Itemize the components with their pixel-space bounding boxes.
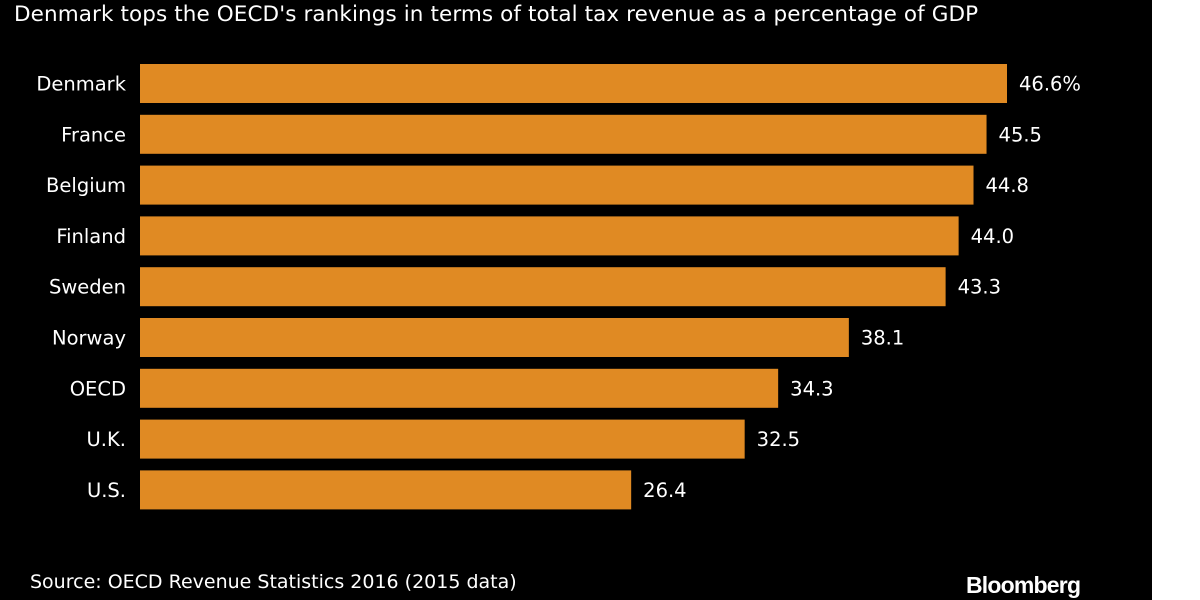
bar-u-s bbox=[140, 470, 632, 510]
value-label: 44.8 bbox=[986, 174, 1029, 197]
category-label: Finland bbox=[56, 225, 126, 248]
bar-denmark bbox=[140, 64, 1007, 103]
bar-u-k bbox=[140, 419, 745, 459]
category-label: U.K. bbox=[87, 428, 126, 451]
chart-panel: Denmark tops the OECD's rankings in term… bbox=[0, 0, 1152, 600]
category-label: U.S. bbox=[87, 479, 126, 502]
chart-title: Denmark tops the OECD's rankings in term… bbox=[14, 2, 979, 27]
bar-chart: Denmark 46.6% France 45.5 Belgium 44.8 Finland… bbox=[36, 64, 1081, 510]
value-label: 34.3 bbox=[790, 377, 833, 400]
category-label: Denmark bbox=[36, 73, 126, 96]
bar-norway bbox=[140, 318, 849, 357]
value-label: 32.5 bbox=[757, 428, 800, 451]
category-label: France bbox=[61, 123, 126, 146]
bars-group: Denmark 46.6% France 45.5 Belgium 44.8 Finland… bbox=[36, 64, 1081, 510]
bar-finland bbox=[140, 216, 959, 256]
bloomberg-logo: Bloomberg bbox=[966, 572, 1081, 598]
value-label: 45.5 bbox=[999, 123, 1042, 146]
bar-france bbox=[140, 114, 987, 154]
category-label: Norway bbox=[52, 327, 126, 350]
value-label: 44.0 bbox=[971, 225, 1014, 248]
bar-oecd bbox=[140, 368, 779, 408]
bar-belgium bbox=[140, 165, 974, 205]
source-note: Source: OECD Revenue Statistics 2016 (20… bbox=[30, 571, 517, 593]
category-label: OECD bbox=[70, 377, 126, 400]
bar-sweden bbox=[140, 267, 946, 307]
category-label: Belgium bbox=[46, 174, 126, 197]
value-label: 26.4 bbox=[643, 479, 686, 502]
category-label: Sweden bbox=[49, 276, 126, 299]
value-label: 38.1 bbox=[861, 327, 904, 350]
value-label: 46.6% bbox=[1019, 73, 1081, 96]
value-label: 43.3 bbox=[958, 276, 1001, 299]
